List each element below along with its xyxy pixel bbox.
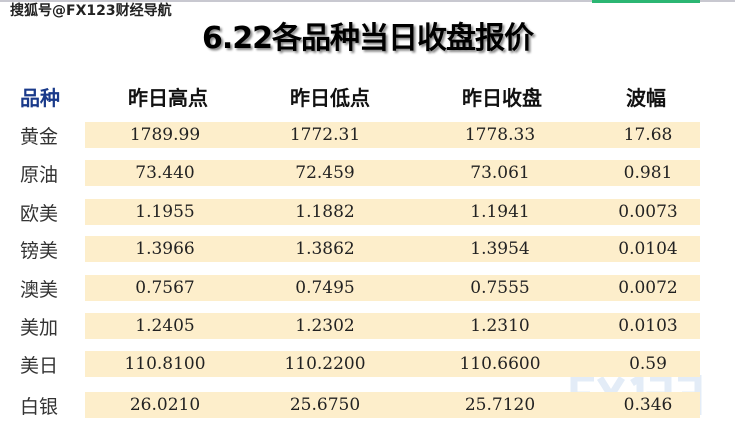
row-band <box>85 236 700 262</box>
cell-range: 0.0072 <box>618 278 678 298</box>
cell-close: 1.1941 <box>470 202 530 222</box>
page-title: 6.22各品种当日收盘报价 <box>201 21 534 56</box>
cell-high: 26.0210 <box>129 395 201 415</box>
cell-low: 1.2302 <box>295 316 355 336</box>
row-label: 美加 <box>20 317 59 339</box>
cell-high: 1.2405 <box>135 316 195 336</box>
cell-low: 0.7495 <box>295 278 355 298</box>
cell-close: 73.061 <box>470 163 530 183</box>
cell-high: 73.440 <box>135 163 195 183</box>
cell-range: 17.68 <box>623 125 673 145</box>
cell-close: 0.7555 <box>470 278 530 298</box>
header-close: 昨日收盘 <box>462 86 542 110</box>
row-label: 澳美 <box>20 279 59 301</box>
row-band <box>85 392 700 418</box>
row-label: 黄金 <box>20 126 59 148</box>
cell-low: 72.459 <box>295 163 355 183</box>
cell-low: 1772.31 <box>289 125 361 145</box>
source-watermark: 搜狐号@FX123财经导航 <box>10 3 172 19</box>
cell-close: 1.2310 <box>470 316 530 336</box>
row-band <box>85 351 700 377</box>
row-label: 原油 <box>20 164 59 186</box>
cell-high: 0.7567 <box>135 278 195 298</box>
cell-low: 25.6750 <box>289 395 361 415</box>
cell-close: 1778.33 <box>464 125 536 145</box>
cell-high: 1.1955 <box>135 202 195 222</box>
cell-high: 1.3966 <box>135 239 195 259</box>
row-band <box>85 275 700 301</box>
row-band <box>85 122 700 148</box>
header-range: 波幅 <box>626 86 666 110</box>
cell-range: 0.0104 <box>618 239 678 259</box>
cell-low: 110.2200 <box>284 354 366 374</box>
cell-low: 1.3862 <box>295 239 355 259</box>
cell-range: 0.346 <box>623 395 673 415</box>
row-band <box>85 160 700 186</box>
header-low: 昨日低点 <box>290 86 370 110</box>
row-label: 镑美 <box>20 240 59 262</box>
cell-range: 0.59 <box>629 354 667 374</box>
row-label: 欧美 <box>20 203 59 225</box>
cell-low: 1.1882 <box>295 202 355 222</box>
header-variety: 品种 <box>20 86 60 110</box>
top-border <box>0 0 735 2</box>
header-high: 昨日高点 <box>128 86 208 110</box>
cell-range: 0.981 <box>623 163 673 183</box>
cell-range: 0.0103 <box>618 316 678 336</box>
cell-high: 1789.99 <box>129 125 201 145</box>
row-label: 白银 <box>20 396 59 418</box>
cell-close: 110.6600 <box>459 354 541 374</box>
row-band <box>85 313 700 339</box>
cell-close: 25.7120 <box>464 395 536 415</box>
cell-high: 110.8100 <box>124 354 206 374</box>
cell-range: 0.0073 <box>618 202 678 222</box>
cell-close: 1.3954 <box>470 239 530 259</box>
row-band <box>85 199 700 225</box>
row-label: 美日 <box>20 355 59 377</box>
active-tab-indicator <box>592 0 700 3</box>
